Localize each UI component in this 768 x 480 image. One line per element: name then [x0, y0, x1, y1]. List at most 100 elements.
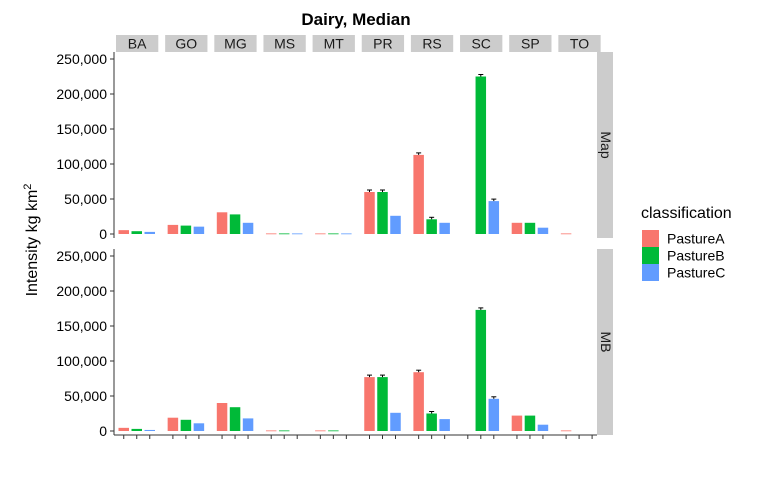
bar-map-ms-pasturec: [291, 233, 303, 235]
bar-mb-go-pastureb: [180, 419, 192, 431]
bar-map-to-pasturea: [560, 233, 572, 235]
legend-label-pasturea: PastureA: [667, 231, 725, 247]
bar-map-ms-pastureb: [278, 233, 290, 235]
column-strip-mt: [312, 35, 355, 52]
bar-mb-ms-pastureb: [278, 430, 290, 432]
bar-map-sc-pasturec: [488, 201, 500, 234]
bar-map-go-pastureb: [180, 225, 192, 234]
bar-map-mg-pasturea: [216, 212, 228, 234]
legend-label-pastureb: PastureB: [667, 248, 725, 264]
y-axis-label-superscript: 2: [22, 184, 34, 190]
bar-map-mt-pastureb: [328, 233, 339, 235]
bar-map-pr-pasturea: [364, 192, 375, 234]
bar-map-ba-pasturea: [118, 230, 129, 234]
legend-title: classification: [641, 205, 732, 222]
y-tick-label-map: 250,000: [56, 51, 107, 67]
bar-mb-to-pasturea: [560, 430, 572, 432]
bar-map-rs-pasturec: [439, 222, 450, 234]
bar-map-sp-pasturea: [511, 222, 523, 234]
bar-map-mt-pasturea: [315, 233, 326, 235]
bar-mb-go-pasturec: [193, 423, 205, 431]
bar-mb-sp-pasturea: [511, 415, 523, 431]
column-strip-label-pr: PR: [373, 36, 392, 52]
y-tick-label-map: 50,000: [64, 191, 107, 207]
bar-map-rs-pasturea: [413, 154, 424, 234]
bar-map-sp-pastureb: [524, 222, 536, 234]
bar-mb-rs-pastureb: [426, 413, 437, 431]
y-tick-label-mb: 200,000: [56, 283, 107, 299]
column-strip-label-sp: SP: [521, 36, 540, 52]
column-strip-label-rs: RS: [422, 36, 441, 52]
y-tick-label-mb: 150,000: [56, 318, 107, 334]
bar-map-rs-pastureb: [426, 219, 437, 234]
bar-mb-sc-pastureb: [475, 309, 487, 431]
bar-map-mg-pastureb: [229, 214, 241, 234]
bar-map-pr-pasturec: [390, 215, 401, 234]
column-strip-label-go: GO: [175, 36, 197, 52]
bar-map-ba-pasturec: [144, 231, 155, 234]
bar-mb-ba-pastureb: [131, 428, 142, 431]
bar-mb-mg-pasturec: [242, 418, 254, 431]
column-strip-ms: [263, 35, 306, 52]
bar-mb-rs-pasturec: [439, 419, 450, 431]
bar-mb-ba-pasturec: [144, 429, 155, 431]
chart-title: Dairy, Median: [301, 10, 410, 29]
y-tick-label-mb: 100,000: [56, 353, 107, 369]
bar-mb-sp-pastureb: [524, 415, 536, 431]
column-strip-sp: [509, 35, 552, 52]
column-strip-label-ba: BA: [128, 36, 147, 52]
y-tick-label-mb: 250,000: [56, 248, 107, 264]
bar-mb-go-pasturea: [167, 417, 179, 431]
bar-mb-mt-pasturea: [315, 430, 326, 432]
column-strip-go: [165, 35, 208, 52]
bar-mb-pr-pasturec: [390, 412, 401, 431]
legend-key-pasturec: [642, 264, 659, 281]
legend-key-pastureb: [642, 247, 659, 264]
row-strip-label-mb: MB: [598, 332, 614, 353]
column-strip-ba: [116, 35, 159, 52]
column-strip-mg: [214, 35, 257, 52]
bar-map-sc-pastureb: [475, 76, 487, 234]
column-strip-label-ms: MS: [274, 36, 295, 52]
y-axis-label: Intensity kg km2: [22, 184, 41, 297]
bar-mb-mg-pastureb: [229, 407, 241, 431]
bar-mb-mg-pasturea: [216, 403, 228, 431]
column-strip-label-mt: MT: [324, 36, 345, 52]
bar-mb-rs-pasturea: [413, 372, 424, 431]
y-tick-label-map: 100,000: [56, 156, 107, 172]
bar-mb-sc-pasturec: [488, 398, 500, 431]
bar-map-go-pasturec: [193, 226, 205, 234]
row-strip-map: [597, 52, 613, 238]
legend-key-pasturea: [642, 230, 659, 247]
bar-mb-sp-pasturec: [537, 424, 549, 431]
y-tick-label-map: 0: [99, 226, 107, 242]
y-tick-label-map: 200,000: [56, 86, 107, 102]
facet-panels: BA GO MG MS MT PR RS SC SP TO Map 0 50,000 100,000 150…: [56, 35, 614, 439]
bar-mb-ba-pasturea: [118, 427, 129, 431]
y-tick-label-mb: 50,000: [64, 388, 107, 404]
column-strip-label-mg: MG: [224, 36, 247, 52]
y-tick-label-mb: 0: [99, 423, 107, 439]
bar-map-go-pasturea: [167, 224, 179, 234]
column-strip-to: [558, 35, 601, 52]
bar-mb-pr-pastureb: [377, 377, 388, 431]
column-strip-pr: [361, 35, 405, 52]
bar-mb-pr-pasturea: [364, 377, 375, 431]
bar-map-sp-pasturec: [537, 227, 549, 234]
bar-mb-ms-pasturea: [265, 430, 277, 432]
column-strip-label-sc: SC: [471, 36, 490, 52]
column-strip-rs: [410, 35, 454, 52]
bar-map-mt-pasturec: [341, 233, 352, 235]
bar-map-ms-pasturea: [265, 233, 277, 235]
legend-label-pasturec: PastureC: [667, 265, 725, 281]
row-strip-mb: [597, 249, 613, 435]
y-axis-label-text: Intensity kg km: [24, 190, 41, 297]
bar-map-mg-pasturec: [242, 222, 254, 234]
column-strip-sc: [460, 35, 503, 52]
y-tick-label-map: 150,000: [56, 121, 107, 137]
column-strip-label-to: TO: [570, 36, 589, 52]
bar-mb-mt-pastureb: [328, 430, 339, 432]
bar-map-ba-pastureb: [131, 231, 142, 234]
